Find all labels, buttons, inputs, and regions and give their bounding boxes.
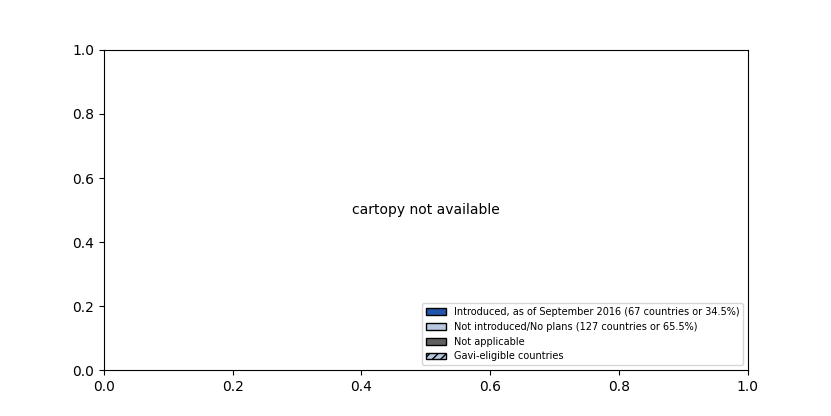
Legend: Introduced, as of September 2016 (67 countries or 34.5%), Not introduced/No plan: Introduced, as of September 2016 (67 cou… (422, 303, 743, 365)
Text: cartopy not available: cartopy not available (352, 203, 499, 217)
